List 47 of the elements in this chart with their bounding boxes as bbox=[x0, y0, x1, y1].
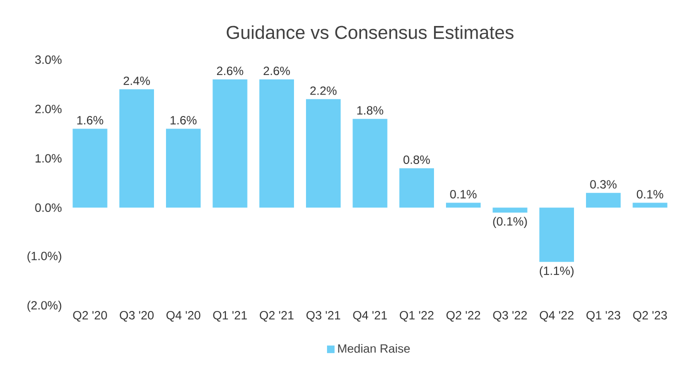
data-label: 0.3% bbox=[590, 180, 617, 189]
x-tick-label: Q1 '21 bbox=[213, 311, 247, 322]
data-label: 2.6% bbox=[264, 66, 290, 76]
bar bbox=[586, 192, 621, 208]
chart-title: Guidance vs Consensus Estimates bbox=[226, 25, 514, 40]
x-tick-label: Q4 '20 bbox=[166, 311, 200, 322]
y-tick-label: 0.0% bbox=[35, 203, 62, 212]
bar bbox=[446, 202, 481, 208]
bar bbox=[259, 79, 294, 208]
x-tick-label: Q2 '21 bbox=[260, 311, 294, 322]
y-tick-label: (1.0%) bbox=[28, 251, 62, 263]
bar bbox=[166, 128, 201, 208]
legend-label: Median Raise bbox=[338, 344, 410, 353]
data-label: 1.8% bbox=[357, 106, 384, 115]
data-label: (0.1%) bbox=[493, 216, 527, 228]
bar bbox=[306, 99, 341, 208]
bar bbox=[399, 168, 434, 208]
bar bbox=[352, 118, 388, 208]
y-tick-label: (2.0%) bbox=[28, 300, 62, 312]
x-tick-label: Q1 '22 bbox=[400, 311, 434, 322]
data-label: 2.4% bbox=[124, 76, 150, 85]
x-tick-label: Q2 '23 bbox=[633, 311, 667, 322]
data-label: 2.2% bbox=[310, 86, 337, 95]
bar bbox=[72, 128, 108, 208]
data-label: 1.6% bbox=[77, 116, 104, 124]
x-tick-label: Q4 '21 bbox=[353, 311, 387, 322]
x-tick-label: Q2 '20 bbox=[73, 311, 107, 322]
data-label: 0.1% bbox=[450, 190, 477, 198]
bar bbox=[119, 89, 154, 208]
x-tick-label: Q2 '22 bbox=[446, 311, 480, 322]
bar bbox=[212, 79, 248, 208]
y-tick-label: 3.0% bbox=[35, 55, 62, 64]
x-tick-label: Q1 '23 bbox=[586, 311, 620, 322]
y-tick-label: 2.0% bbox=[35, 104, 62, 114]
bar bbox=[492, 208, 528, 213]
bar bbox=[539, 208, 574, 262]
data-label: (1.1%) bbox=[540, 266, 574, 278]
y-tick-label: 1.0% bbox=[36, 154, 62, 163]
data-label: 0.8% bbox=[404, 155, 430, 164]
data-label: 1.6% bbox=[170, 116, 197, 124]
x-tick-label: Q4 '22 bbox=[540, 311, 574, 322]
x-tick-label: Q3 '20 bbox=[120, 311, 154, 322]
x-tick-label: Q3 '22 bbox=[493, 311, 527, 322]
data-label: 0.1% bbox=[636, 190, 664, 198]
data-label: 2.6% bbox=[216, 66, 244, 76]
x-tick-label: Q3 '21 bbox=[306, 311, 340, 322]
bar bbox=[632, 202, 668, 208]
